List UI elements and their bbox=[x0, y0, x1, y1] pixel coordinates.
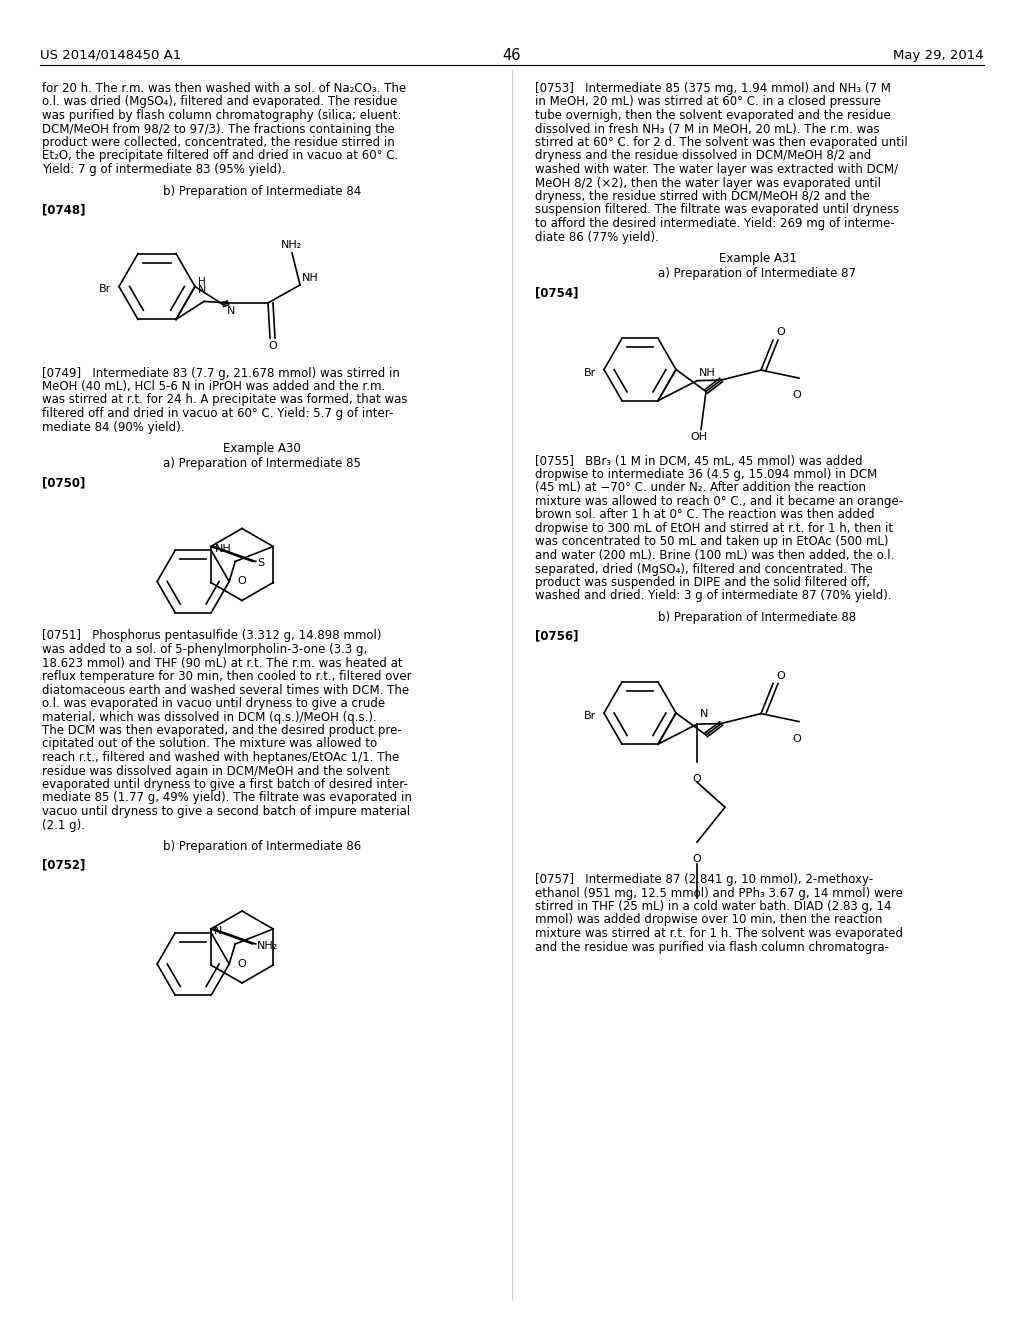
Text: diate 86 (77% yield).: diate 86 (77% yield). bbox=[535, 231, 658, 243]
Text: washed and dried. Yield: 3 g of intermediate 87 (70% yield).: washed and dried. Yield: 3 g of intermed… bbox=[535, 590, 892, 602]
Text: washed with water. The water layer was extracted with DCM/: washed with water. The water layer was e… bbox=[535, 162, 898, 176]
Text: mmol) was added dropwise over 10 min, then the reaction: mmol) was added dropwise over 10 min, th… bbox=[535, 913, 883, 927]
Text: (2.1 g).: (2.1 g). bbox=[42, 818, 85, 832]
Text: for 20 h. The r.m. was then washed with a sol. of Na₂CO₃. The: for 20 h. The r.m. was then washed with … bbox=[42, 82, 407, 95]
Text: NH: NH bbox=[699, 368, 716, 378]
Text: [0752]: [0752] bbox=[42, 858, 85, 871]
Text: N: N bbox=[700, 709, 709, 719]
Text: to afford the desired intermediate. Yield: 269 mg of interme-: to afford the desired intermediate. Yiel… bbox=[535, 216, 895, 230]
Text: MeOH (40 mL), HCl 5-6 N in iPrOH was added and the r.m.: MeOH (40 mL), HCl 5-6 N in iPrOH was add… bbox=[42, 380, 385, 393]
Text: was added to a sol. of 5-phenylmorpholin-3-one (3.3 g,: was added to a sol. of 5-phenylmorpholin… bbox=[42, 643, 368, 656]
Text: cipitated out of the solution. The mixture was allowed to: cipitated out of the solution. The mixtu… bbox=[42, 738, 377, 751]
Text: US 2014/0148450 A1: US 2014/0148450 A1 bbox=[40, 49, 181, 62]
Text: May 29, 2014: May 29, 2014 bbox=[893, 49, 984, 62]
Text: b) Preparation of Intermediate 88: b) Preparation of Intermediate 88 bbox=[658, 611, 856, 624]
Text: [0757]   Intermediate 87 (2.841 g, 10 mmol), 2-methoxy-: [0757] Intermediate 87 (2.841 g, 10 mmol… bbox=[535, 873, 873, 886]
Text: N: N bbox=[198, 285, 206, 296]
Text: O: O bbox=[793, 391, 802, 400]
Text: reflux temperature for 30 min, then cooled to r.t., filtered over: reflux temperature for 30 min, then cool… bbox=[42, 671, 412, 682]
Text: product was suspended in DIPE and the solid filtered off,: product was suspended in DIPE and the so… bbox=[535, 576, 870, 589]
Text: stirred at 60° C. for 2 d. The solvent was then evaporated until: stirred at 60° C. for 2 d. The solvent w… bbox=[535, 136, 907, 149]
Text: b) Preparation of Intermediate 86: b) Preparation of Intermediate 86 bbox=[163, 840, 361, 853]
Text: [0755]   BBr₃ (1 M in DCM, 45 mL, 45 mmol) was added: [0755] BBr₃ (1 M in DCM, 45 mL, 45 mmol)… bbox=[535, 454, 862, 467]
Text: Br: Br bbox=[584, 367, 596, 378]
Text: and water (200 mL). Brine (100 mL) was then added, the o.l.: and water (200 mL). Brine (100 mL) was t… bbox=[535, 549, 894, 562]
Text: MeOH 8/2 (×2), then the water layer was evaporated until: MeOH 8/2 (×2), then the water layer was … bbox=[535, 177, 881, 190]
Text: suspension filtered. The filtrate was evaporated until dryness: suspension filtered. The filtrate was ev… bbox=[535, 203, 899, 216]
Text: NH: NH bbox=[302, 273, 318, 282]
Text: N: N bbox=[227, 306, 236, 317]
Text: Example A30: Example A30 bbox=[223, 442, 301, 455]
Text: O: O bbox=[776, 327, 784, 337]
Text: residue was dissolved again in DCM/MeOH and the solvent: residue was dissolved again in DCM/MeOH … bbox=[42, 764, 389, 777]
Text: O: O bbox=[793, 734, 802, 743]
Text: [0751]   Phosphorus pentasulfide (3.312 g, 14.898 mmol): [0751] Phosphorus pentasulfide (3.312 g,… bbox=[42, 630, 382, 643]
Text: [0754]: [0754] bbox=[535, 286, 579, 300]
Text: Br: Br bbox=[98, 285, 111, 294]
Text: N: N bbox=[214, 927, 222, 936]
Text: dropwise to 300 mL of EtOH and stirred at r.t. for 1 h, then it: dropwise to 300 mL of EtOH and stirred a… bbox=[535, 521, 893, 535]
Text: vacuo until dryness to give a second batch of impure material: vacuo until dryness to give a second bat… bbox=[42, 805, 411, 818]
Text: [0748]: [0748] bbox=[42, 203, 85, 216]
Text: product were collected, concentrated, the residue stirred in: product were collected, concentrated, th… bbox=[42, 136, 394, 149]
Text: S: S bbox=[257, 558, 264, 569]
Text: material, which was dissolved in DCM (q.s.)/MeOH (q.s.).: material, which was dissolved in DCM (q.… bbox=[42, 710, 377, 723]
Text: a) Preparation of Intermediate 85: a) Preparation of Intermediate 85 bbox=[163, 458, 360, 470]
Text: separated, dried (MgSO₄), filtered and concentrated. The: separated, dried (MgSO₄), filtered and c… bbox=[535, 562, 872, 576]
Text: ethanol (951 mg, 12.5 mmol) and PPh₃ 3.67 g, 14 mmol) were: ethanol (951 mg, 12.5 mmol) and PPh₃ 3.6… bbox=[535, 887, 903, 899]
Text: reach r.t., filtered and washed with heptanes/EtOAc 1/1. The: reach r.t., filtered and washed with hep… bbox=[42, 751, 399, 764]
Text: Yield: 7 g of intermediate 83 (95% yield).: Yield: 7 g of intermediate 83 (95% yield… bbox=[42, 162, 286, 176]
Text: mediate 84 (90% yield).: mediate 84 (90% yield). bbox=[42, 421, 184, 433]
Text: b) Preparation of Intermediate 84: b) Preparation of Intermediate 84 bbox=[163, 185, 361, 198]
Text: dissolved in fresh NH₃ (7 M in MeOH, 20 mL). The r.m. was: dissolved in fresh NH₃ (7 M in MeOH, 20 … bbox=[535, 123, 880, 136]
Text: 46: 46 bbox=[503, 48, 521, 62]
Text: (45 mL) at −70° C. under N₂. After addition the reaction: (45 mL) at −70° C. under N₂. After addit… bbox=[535, 482, 866, 495]
Text: was purified by flash column chromatography (silica; eluent:: was purified by flash column chromatogra… bbox=[42, 110, 401, 121]
Text: mixture was allowed to reach 0° C., and it became an orange-: mixture was allowed to reach 0° C., and … bbox=[535, 495, 903, 508]
Text: NH: NH bbox=[215, 544, 231, 553]
Text: tube overnigh, then the solvent evaporated and the residue: tube overnigh, then the solvent evaporat… bbox=[535, 110, 891, 121]
Text: o.l. was evaporated in vacuo until dryness to give a crude: o.l. was evaporated in vacuo until dryne… bbox=[42, 697, 385, 710]
Text: in MeOH, 20 mL) was stirred at 60° C. in a closed pressure: in MeOH, 20 mL) was stirred at 60° C. in… bbox=[535, 95, 881, 108]
Text: [0749]   Intermediate 83 (7.7 g, 21.678 mmol) was stirred in: [0749] Intermediate 83 (7.7 g, 21.678 mm… bbox=[42, 367, 400, 380]
Text: O: O bbox=[692, 774, 701, 784]
Text: Br: Br bbox=[584, 711, 596, 721]
Text: OH: OH bbox=[690, 433, 708, 442]
Text: O: O bbox=[238, 960, 247, 969]
Text: filtered off and dried in vacuo at 60° C. Yield: 5.7 g of inter-: filtered off and dried in vacuo at 60° C… bbox=[42, 407, 393, 420]
Text: brown sol. after 1 h at 0° C. The reaction was then added: brown sol. after 1 h at 0° C. The reacti… bbox=[535, 508, 874, 521]
Text: mixture was stirred at r.t. for 1 h. The solvent was evaporated: mixture was stirred at r.t. for 1 h. The… bbox=[535, 927, 903, 940]
Text: and the residue was purified via flash column chromatogra-: and the residue was purified via flash c… bbox=[535, 940, 889, 953]
Text: O: O bbox=[776, 671, 784, 681]
Text: [0750]: [0750] bbox=[42, 477, 85, 488]
Text: DCM/MeOH from 98/2 to 97/3). The fractions containing the: DCM/MeOH from 98/2 to 97/3). The fractio… bbox=[42, 123, 394, 136]
Text: stirred in THF (25 mL) in a cold water bath. DIAD (2.83 g, 14: stirred in THF (25 mL) in a cold water b… bbox=[535, 900, 892, 913]
Text: 18.623 mmol) and THF (90 mL) at r.t. The r.m. was heated at: 18.623 mmol) and THF (90 mL) at r.t. The… bbox=[42, 656, 402, 669]
Text: NH₂: NH₂ bbox=[282, 240, 303, 249]
Text: mediate 85 (1.77 g, 49% yield). The filtrate was evaporated in: mediate 85 (1.77 g, 49% yield). The filt… bbox=[42, 792, 412, 804]
Text: NH₂: NH₂ bbox=[257, 941, 279, 950]
Text: dryness, the residue stirred with DCM/MeOH 8/2 and the: dryness, the residue stirred with DCM/Me… bbox=[535, 190, 869, 203]
Text: [0753]   Intermediate 85 (375 mg, 1.94 mmol) and NH₃ (7 M: [0753] Intermediate 85 (375 mg, 1.94 mmo… bbox=[535, 82, 891, 95]
Text: o.l. was dried (MgSO₄), filtered and evaporated. The residue: o.l. was dried (MgSO₄), filtered and eva… bbox=[42, 95, 397, 108]
Text: dryness and the residue dissolved in DCM/MeOH 8/2 and: dryness and the residue dissolved in DCM… bbox=[535, 149, 871, 162]
Text: was concentrated to 50 mL and taken up in EtOAc (500 mL): was concentrated to 50 mL and taken up i… bbox=[535, 536, 889, 549]
Text: [0756]: [0756] bbox=[535, 630, 579, 643]
Text: Et₂O, the precipitate filtered off and dried in vacuo at 60° C.: Et₂O, the precipitate filtered off and d… bbox=[42, 149, 398, 162]
Text: O: O bbox=[268, 341, 278, 351]
Text: diatomaceous earth and washed several times with DCM. The: diatomaceous earth and washed several ti… bbox=[42, 684, 410, 697]
Text: H: H bbox=[198, 277, 206, 288]
Text: O: O bbox=[238, 577, 247, 586]
Text: was stirred at r.t. for 24 h. A precipitate was formed, that was: was stirred at r.t. for 24 h. A precipit… bbox=[42, 393, 408, 407]
Text: dropwise to intermediate 36 (4.5 g, 15.094 mmol) in DCM: dropwise to intermediate 36 (4.5 g, 15.0… bbox=[535, 469, 878, 480]
Text: a) Preparation of Intermediate 87: a) Preparation of Intermediate 87 bbox=[658, 268, 856, 281]
Text: The DCM was then evaporated, and the desired product pre-: The DCM was then evaporated, and the des… bbox=[42, 723, 401, 737]
Text: Example A31: Example A31 bbox=[719, 252, 797, 265]
Text: evaporated until dryness to give a first batch of desired inter-: evaporated until dryness to give a first… bbox=[42, 777, 408, 791]
Text: O: O bbox=[692, 854, 701, 865]
